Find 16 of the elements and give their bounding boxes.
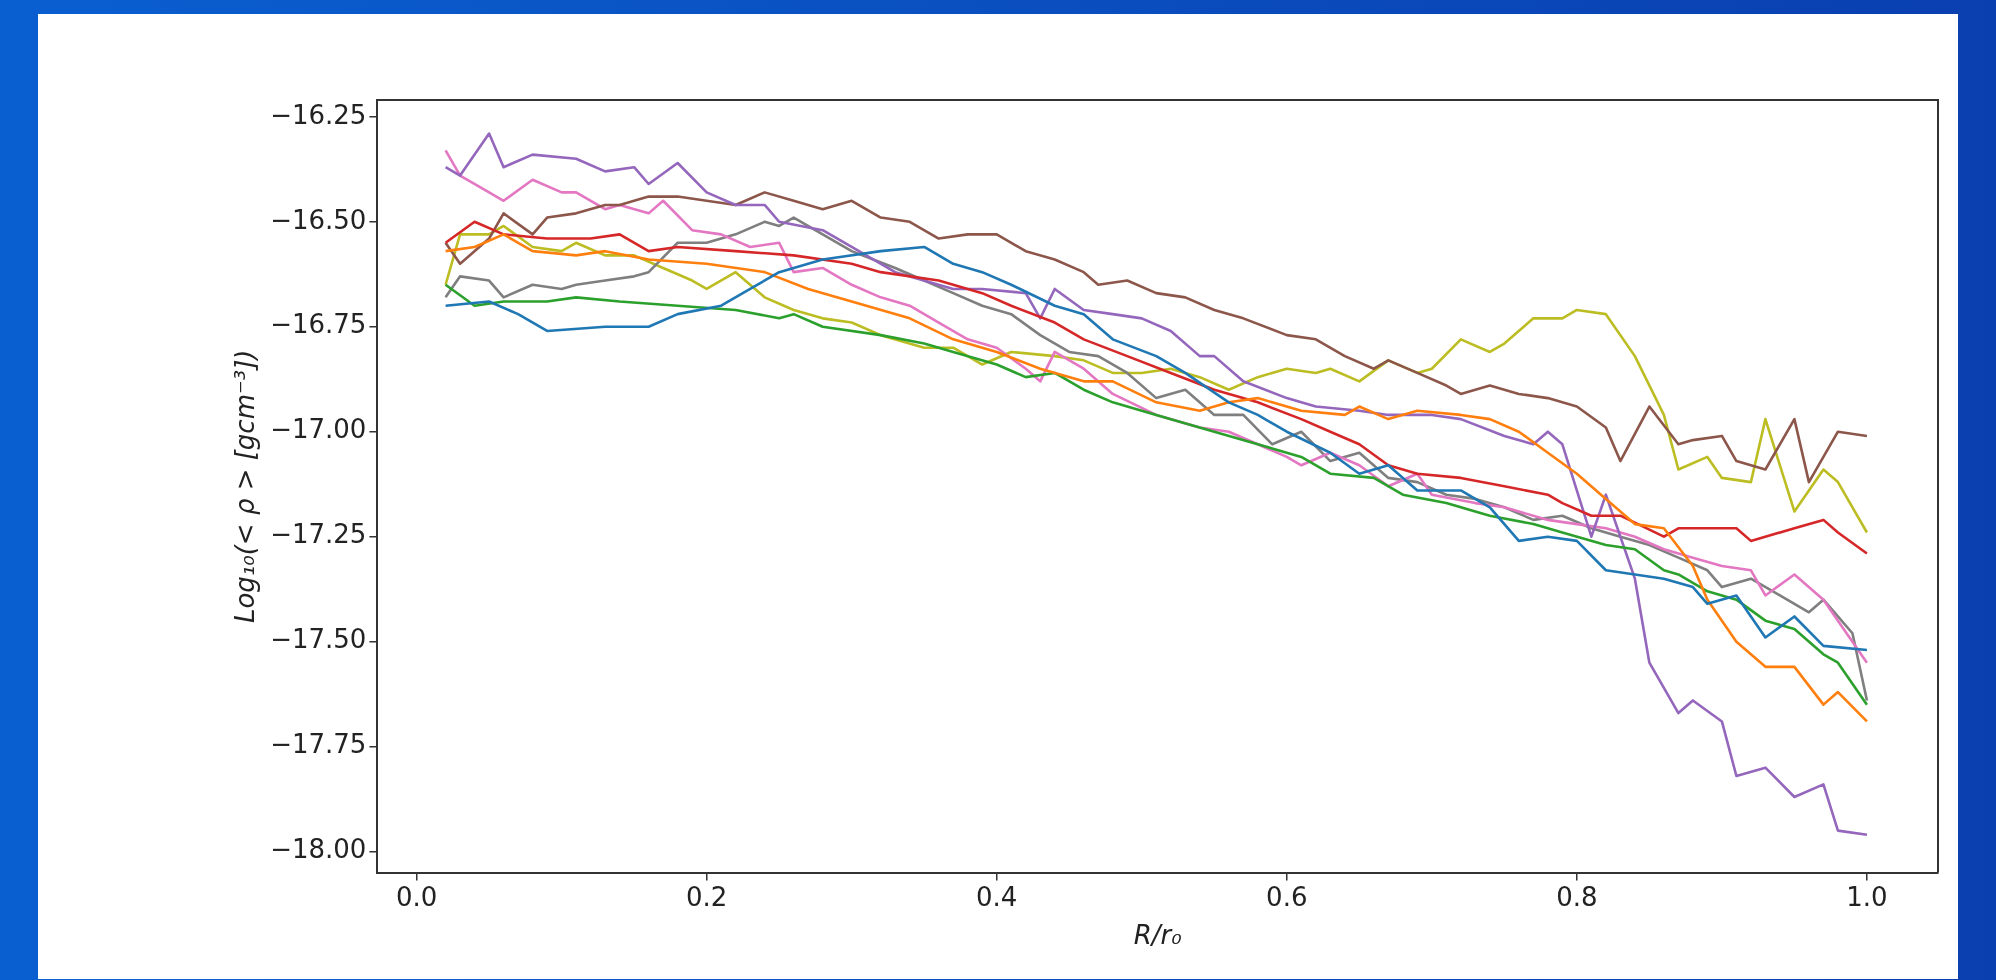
x-tick-label: 0.2 — [685, 881, 728, 912]
x-tick-label: 0.0 — [395, 881, 438, 912]
x-tick-label: 1.0 — [1846, 881, 1888, 912]
x-tick-label: 0.4 — [976, 881, 1018, 912]
y-tick-label: −17.75 — [270, 729, 367, 760]
x-axis-title: R/r₀ — [1133, 920, 1183, 951]
y-tick-label: −18.00 — [270, 834, 367, 865]
y-axis-title: Log₁₀(< ρ > [gcm⁻³]) — [230, 349, 261, 624]
y-tick-label: −17.00 — [270, 414, 367, 445]
y-tick-label: −16.50 — [270, 204, 367, 235]
y-tick-label: −17.50 — [270, 624, 367, 655]
y-tick-label: −16.75 — [270, 309, 367, 340]
x-tick-label: 0.6 — [1266, 881, 1308, 912]
x-tick-label: 0.8 — [1556, 881, 1598, 912]
y-tick-label: −16.25 — [270, 99, 367, 130]
y-tick-label: −17.25 — [270, 519, 367, 550]
